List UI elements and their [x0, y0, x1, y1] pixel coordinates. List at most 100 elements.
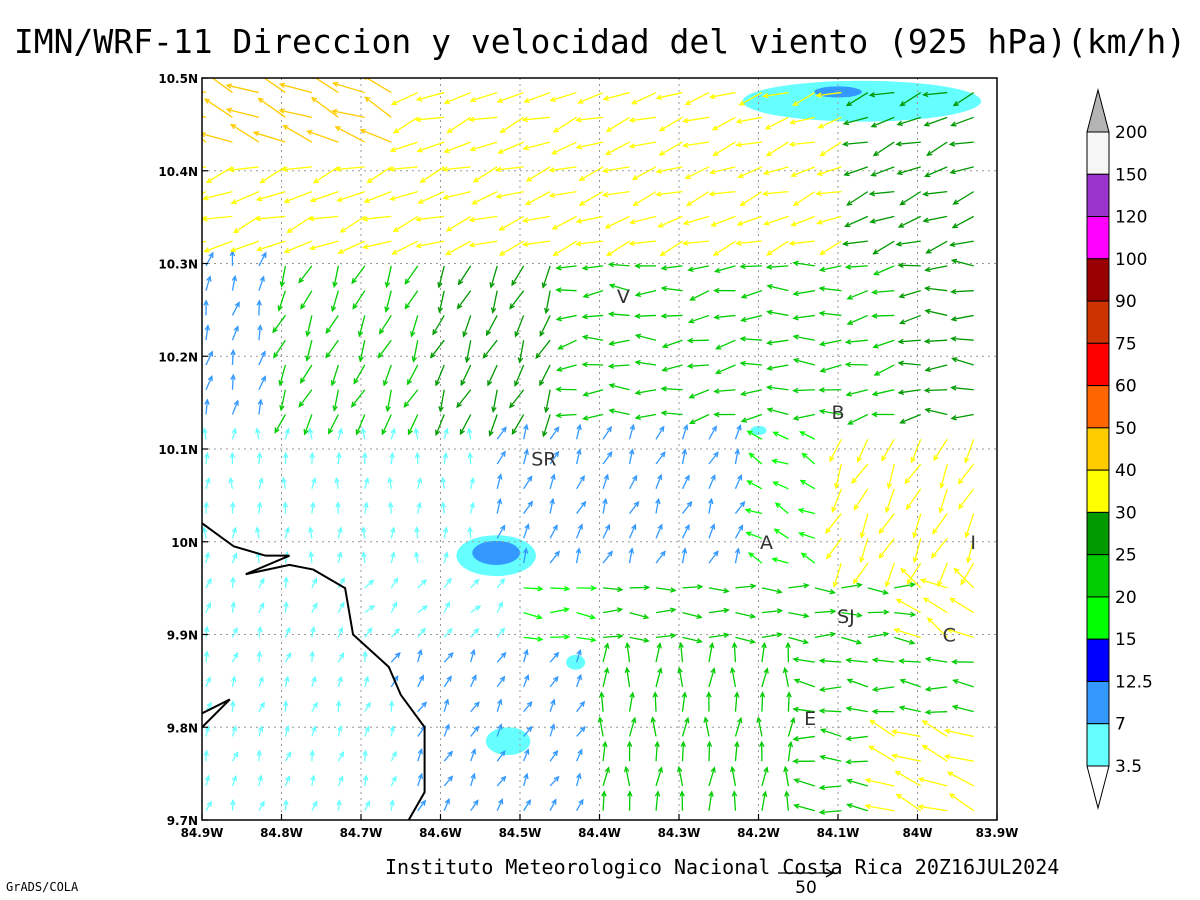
wind-vector: [228, 476, 234, 489]
credit-line: Instituto Meteorologico Nacional Costa R…: [385, 855, 1060, 879]
wind-vector: [924, 407, 948, 416]
wind-vector: [871, 657, 895, 663]
wind-vector: [548, 166, 577, 173]
wind-vector: [950, 336, 974, 342]
axis-ticks: 84.9W 84.8W 84.7W 84.6W 84.5W 84.4W 84.3W 84.2W…: [158, 72, 1018, 840]
wind-vector: [581, 265, 604, 271]
wind-vector: [655, 607, 677, 614]
wind-vector: [309, 240, 339, 251]
wind-vector: [899, 92, 922, 107]
wind-vector: [335, 699, 342, 712]
wind-vector: [734, 524, 744, 539]
colorbar-label: 60: [1115, 377, 1137, 397]
wind-vector: [654, 740, 660, 762]
wind-vector: [845, 759, 868, 765]
wind-vector: [679, 790, 685, 811]
wind-vector: [652, 691, 659, 712]
wind-vector: [202, 131, 233, 143]
wind-vector: [682, 611, 703, 620]
wind-vector: [550, 634, 571, 640]
wind-vector: [309, 451, 315, 465]
wind-vector: [689, 290, 710, 301]
wind-vector: [708, 190, 736, 197]
wind-vector: [733, 691, 740, 712]
wind-vector: [543, 389, 551, 414]
wind-vector: [336, 191, 366, 202]
wind-vector: [456, 389, 472, 409]
wind-vector: [417, 772, 423, 787]
wind-vector: [417, 674, 424, 688]
wind-vector: [818, 658, 842, 664]
wind-vector: [793, 778, 816, 787]
wind-vector: [917, 804, 948, 812]
wind-vector: [576, 611, 597, 620]
wind-vector: [846, 803, 869, 812]
wind-vector: [949, 597, 975, 614]
wind-vector: [311, 675, 317, 688]
wind-vector: [703, 716, 710, 737]
wind-vector: [734, 474, 743, 490]
wind-vector: [467, 526, 473, 539]
wind-vector: [310, 96, 339, 118]
wind-vector: [687, 265, 710, 272]
wind-vector: [416, 141, 445, 153]
wind-vector: [576, 636, 597, 643]
wind-vector: [523, 772, 529, 787]
wind-vector: [362, 240, 392, 250]
wind-vector: [939, 463, 948, 490]
wind-vector: [231, 526, 237, 539]
wind-vector: [550, 585, 571, 592]
wind-vector: [868, 190, 895, 197]
wind-vector: [814, 587, 836, 595]
wind-vector: [834, 463, 842, 490]
wind-vector: [660, 285, 683, 292]
wind-vector: [893, 628, 921, 638]
wind-vector: [896, 116, 921, 126]
wind-vector: [871, 289, 895, 295]
wind-vector: [230, 601, 236, 613]
wind-vector: [872, 265, 895, 276]
wind-vector: [623, 765, 631, 787]
wind-vector: [364, 701, 371, 712]
colorbar-swatch: [1086, 342, 1110, 387]
wind-vector: [575, 423, 582, 440]
wind-vector: [878, 537, 895, 559]
wind-vector: [604, 215, 630, 229]
wind-vector: [708, 91, 736, 100]
wind-vector: [783, 765, 790, 787]
wind-vector: [469, 91, 498, 103]
wind-vector: [871, 313, 895, 319]
wind-vector: [413, 427, 420, 440]
wind-vector: [899, 678, 921, 688]
wind-vector: [950, 314, 974, 322]
wind-vector: [634, 290, 657, 298]
wind-vector: [524, 191, 551, 206]
wind-vector: [894, 582, 917, 589]
wind-vector: [582, 389, 604, 397]
wind-vector: [681, 474, 690, 490]
wind-vector: [203, 98, 233, 118]
wind-vector: [364, 800, 371, 812]
wind-vector: [658, 141, 683, 156]
wind-vector: [746, 480, 763, 490]
wind-vector: [773, 528, 789, 539]
wind-vector: [204, 774, 211, 787]
wind-vector: [202, 115, 207, 118]
place-label: A: [760, 532, 773, 554]
wind-vector: [443, 627, 453, 638]
wind-vector: [897, 215, 922, 228]
wind-vector: [496, 775, 507, 787]
wind-vector: [949, 166, 974, 175]
software-credit: GrADS/COLA: [6, 880, 79, 894]
wind-vector: [517, 340, 525, 364]
wind-vector: [676, 765, 684, 787]
wind-vector: [576, 725, 586, 737]
wind-vector: [869, 719, 895, 737]
wind-vector: [818, 809, 842, 815]
wind-vector: [655, 667, 663, 688]
wind-vector: [926, 141, 948, 156]
wind-vector: [311, 725, 317, 737]
wind-vector: [445, 215, 472, 232]
wind-vector: [256, 299, 262, 316]
wind-vector: [378, 315, 392, 335]
